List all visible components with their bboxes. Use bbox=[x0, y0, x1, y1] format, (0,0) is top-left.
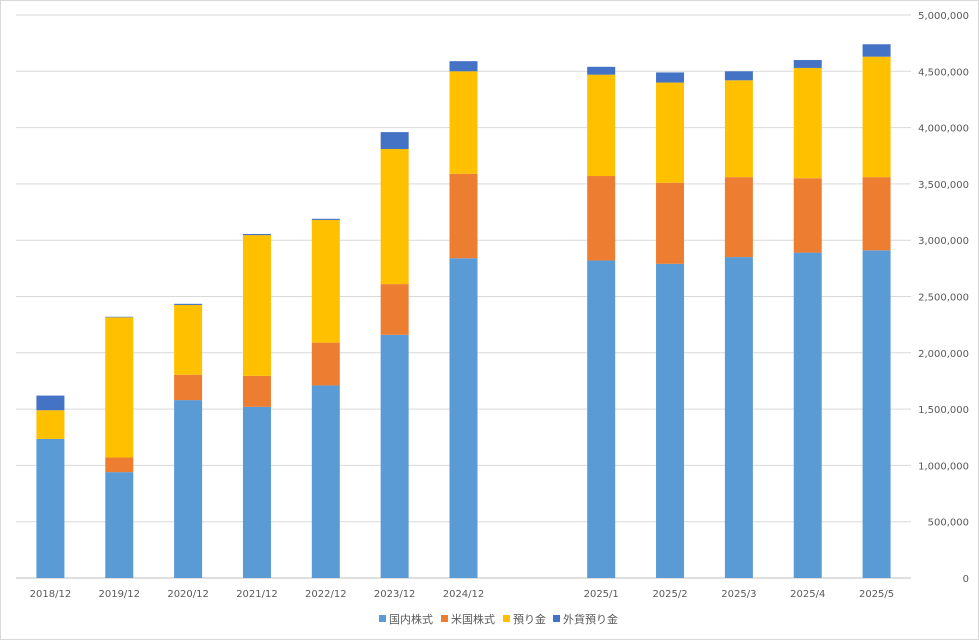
legend: 国内株式 米国株式 預り金 外貨預り金 bbox=[379, 612, 618, 626]
y-tick-label: 4,000,000 bbox=[918, 124, 969, 135]
bar-segment bbox=[656, 182, 685, 264]
bar-segment bbox=[311, 385, 340, 578]
x-tick-label: 2025/2 bbox=[652, 589, 687, 600]
legend-label: 預り金 bbox=[513, 612, 546, 626]
y-tick-label: 2,000,000 bbox=[918, 349, 969, 360]
legend-swatch bbox=[553, 615, 560, 622]
bar-segment bbox=[724, 80, 753, 178]
bar-segment bbox=[174, 303, 203, 305]
legend-swatch bbox=[503, 615, 510, 622]
bar-segment bbox=[656, 82, 685, 183]
bar-segment bbox=[862, 56, 891, 178]
bar-segment bbox=[242, 406, 271, 578]
bar-segment bbox=[311, 219, 340, 343]
bar-segment bbox=[587, 66, 616, 75]
bars-group bbox=[36, 44, 891, 579]
x-tick-label: 2025/1 bbox=[584, 589, 619, 600]
bar-segment bbox=[656, 72, 685, 83]
bar-segment bbox=[105, 457, 134, 473]
bar-segment bbox=[105, 472, 134, 578]
bar-segment bbox=[793, 67, 822, 179]
legend-swatch bbox=[441, 615, 448, 622]
bar-segment bbox=[793, 178, 822, 253]
bar-segment bbox=[862, 177, 891, 251]
bar-segment bbox=[587, 260, 616, 578]
bar-segment bbox=[174, 304, 203, 375]
x-tick-label: 2025/3 bbox=[721, 589, 756, 600]
bar-segment bbox=[174, 400, 203, 578]
x-tick-label: 2022/12 bbox=[305, 589, 347, 600]
bar-segment bbox=[242, 235, 271, 376]
x-tick-label: 2019/12 bbox=[98, 589, 140, 600]
x-tick-label: 2024/12 bbox=[443, 589, 485, 600]
bar-segment bbox=[587, 176, 616, 261]
legend-label: 外貨預り金 bbox=[563, 612, 618, 626]
bar-segment bbox=[174, 374, 203, 401]
x-tick-label: 2018/12 bbox=[30, 589, 72, 600]
bar-segment bbox=[793, 252, 822, 578]
y-tick-label: 1,000,000 bbox=[918, 461, 969, 472]
bar-segment bbox=[380, 284, 409, 335]
y-tick-label: 3,500,000 bbox=[918, 180, 969, 191]
bar-segment bbox=[36, 410, 65, 439]
y-tick-label: 5,000,000 bbox=[918, 11, 969, 22]
y-tick-label: 3,000,000 bbox=[918, 236, 969, 247]
bar-segment bbox=[587, 74, 616, 177]
bar-segment bbox=[862, 44, 891, 57]
y-tick-label: 0 bbox=[963, 574, 969, 585]
x-axis: 2018/12 2019/12 2020/12 2021/12 2022/12 2023/… bbox=[30, 589, 895, 600]
bar-segment bbox=[724, 177, 753, 258]
bar-segment bbox=[449, 71, 478, 174]
bar-segment bbox=[380, 132, 409, 149]
bar-segment bbox=[449, 173, 478, 259]
bar-segment bbox=[36, 395, 65, 411]
bar-segment bbox=[449, 258, 478, 578]
y-axis: 0 500,000 1,000,000 1,500,000 2,000,000 2,500… bbox=[918, 11, 969, 585]
bar-segment bbox=[105, 316, 134, 318]
bar-segment bbox=[862, 250, 891, 579]
bar-segment bbox=[724, 71, 753, 81]
bar-segment bbox=[656, 263, 685, 578]
bar-segment bbox=[724, 257, 753, 578]
legend-label: 国内株式 bbox=[389, 612, 433, 626]
bar-segment bbox=[311, 218, 340, 220]
y-tick-label: 2,500,000 bbox=[918, 293, 969, 304]
y-tick-label: 4,500,000 bbox=[918, 67, 969, 78]
bar-segment bbox=[242, 375, 271, 407]
x-tick-label: 2023/12 bbox=[374, 589, 416, 600]
legend-swatch bbox=[379, 615, 386, 622]
x-tick-label: 2020/12 bbox=[167, 589, 209, 600]
x-tick-label: 2025/4 bbox=[790, 589, 825, 600]
bar-segment bbox=[793, 60, 822, 68]
bar-segment bbox=[380, 148, 409, 285]
x-tick-label: 2025/5 bbox=[859, 589, 894, 600]
legend-label: 米国株式 bbox=[451, 612, 495, 626]
x-tick-label: 2021/12 bbox=[236, 589, 278, 600]
bar-segment bbox=[311, 342, 340, 386]
y-tick-label: 1,500,000 bbox=[918, 405, 969, 416]
bar-segment bbox=[380, 334, 409, 578]
y-tick-label: 500,000 bbox=[928, 518, 969, 529]
bar-segment bbox=[242, 234, 271, 236]
bar-segment bbox=[449, 61, 478, 72]
bar-segment bbox=[105, 317, 134, 458]
bar-segment bbox=[36, 438, 65, 578]
